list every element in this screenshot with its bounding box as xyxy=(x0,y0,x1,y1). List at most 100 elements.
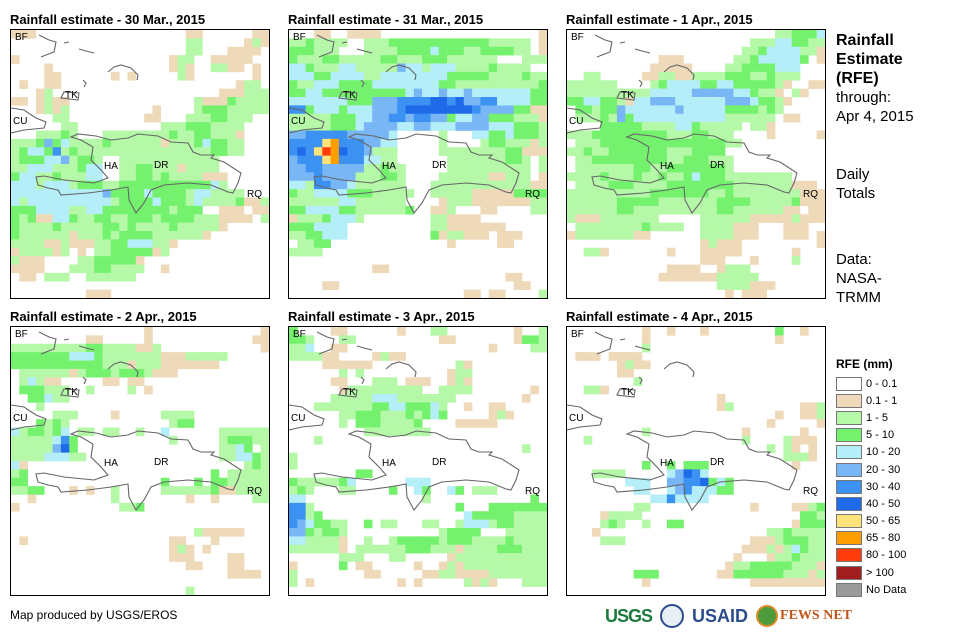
rfe-cell xyxy=(219,486,228,495)
rfe-cell xyxy=(455,122,465,131)
legend-swatch xyxy=(836,496,862,511)
rfe-cell xyxy=(538,38,547,48)
rfe-cell xyxy=(177,214,187,223)
rfe-cell xyxy=(169,222,178,232)
rfe-cell xyxy=(94,197,103,207)
place-label: DR xyxy=(432,160,446,171)
rfe-cell xyxy=(463,46,473,56)
rfe-cell xyxy=(397,402,406,412)
place-label: RQ xyxy=(247,486,262,497)
rfe-cell xyxy=(235,97,245,106)
rfe-cell xyxy=(372,427,381,437)
rfe-cell xyxy=(297,536,306,546)
rfe-cell xyxy=(330,231,340,240)
rfe-cell xyxy=(305,97,315,106)
rfe-cell xyxy=(583,197,593,207)
rfe-cell xyxy=(135,147,145,156)
rfe-cell xyxy=(363,138,373,148)
rfe-cell xyxy=(405,402,415,412)
rfe-cell xyxy=(372,55,381,64)
place-label: HA xyxy=(660,161,674,172)
rfe-cell xyxy=(513,105,523,115)
rfe-cell xyxy=(119,239,128,249)
rfe-cell xyxy=(330,477,340,487)
rfe-cell xyxy=(430,205,440,215)
rfe-cell xyxy=(750,172,759,182)
rfe-cell xyxy=(102,189,112,198)
rfe-cell xyxy=(758,172,768,182)
rfe-cell xyxy=(260,88,269,98)
rfe-cell xyxy=(219,214,228,223)
rfe-cell xyxy=(472,46,481,56)
place-label: BF xyxy=(293,32,306,43)
rfe-cell xyxy=(289,528,298,537)
rfe-cell xyxy=(530,55,539,64)
rfe-cell xyxy=(227,55,237,64)
rfe-cell xyxy=(808,214,817,223)
rfe-cell xyxy=(791,189,801,198)
rfe-cell xyxy=(135,130,145,140)
rfe-cell xyxy=(513,272,523,282)
rfe-cell xyxy=(472,97,481,106)
rfe-cell xyxy=(322,536,331,546)
rfe-cell xyxy=(227,561,237,571)
rfe-cell xyxy=(260,486,269,495)
rfe-cell xyxy=(347,214,356,223)
rfe-cell xyxy=(135,352,145,361)
rfe-cell xyxy=(591,138,601,148)
rfe-cell xyxy=(691,147,701,156)
rfe-cell xyxy=(641,578,651,587)
rfe-cell xyxy=(666,189,676,198)
rfe-cell xyxy=(355,138,365,148)
rfe-cell xyxy=(708,97,718,106)
rfe-cell xyxy=(750,97,759,106)
rfe-cell xyxy=(235,214,245,223)
rfe-cell xyxy=(816,130,825,140)
rfe-cell xyxy=(102,180,112,190)
rfe-cell xyxy=(816,544,825,554)
rfe-cell xyxy=(650,138,659,148)
rfe-cell xyxy=(330,222,340,232)
rfe-cell xyxy=(530,88,539,98)
rfe-cell xyxy=(210,214,220,223)
rfe-cell xyxy=(388,205,398,215)
rfe-cell xyxy=(666,272,676,282)
rfe-cell xyxy=(69,122,78,131)
rfe-cell xyxy=(210,113,220,123)
rfe-cell xyxy=(144,147,153,156)
rfe-cell xyxy=(372,105,381,115)
rfe-cell xyxy=(666,71,676,81)
rfe-cell xyxy=(775,561,784,571)
rfe-cell xyxy=(766,536,776,546)
rfe-cell xyxy=(102,138,112,148)
rfe-cell xyxy=(583,214,593,223)
rfe-cell xyxy=(633,352,643,361)
rfe-cell xyxy=(185,222,195,232)
rfe-cell xyxy=(808,402,817,412)
rfe-cell xyxy=(185,214,195,223)
rfe-cell xyxy=(35,352,45,361)
period-line: Totals xyxy=(836,185,876,202)
rfe-cell xyxy=(235,130,245,140)
rfe-cell xyxy=(11,180,20,190)
rfe-cell xyxy=(322,147,331,156)
rfe-cell xyxy=(791,461,801,470)
rfe-cell xyxy=(405,536,415,546)
legend-label: 80 - 100 xyxy=(866,549,907,562)
rfe-cell xyxy=(758,561,768,571)
rfe-cell xyxy=(363,469,373,479)
rfe-cell xyxy=(616,130,626,140)
rfe-cell xyxy=(497,164,506,173)
rfe-cell xyxy=(330,113,340,123)
rfe-cell xyxy=(244,38,253,48)
rfe-cell xyxy=(102,130,112,140)
rfe-cell xyxy=(455,38,465,48)
rfe-cell xyxy=(463,197,473,207)
rfe-cell xyxy=(44,80,53,89)
rfe-cell xyxy=(388,63,398,73)
place-label: HA xyxy=(382,161,396,172)
rfe-cell xyxy=(700,113,709,123)
rfe-cell xyxy=(816,402,825,412)
rfe-cell xyxy=(185,180,195,190)
rfe-cell xyxy=(185,586,195,595)
